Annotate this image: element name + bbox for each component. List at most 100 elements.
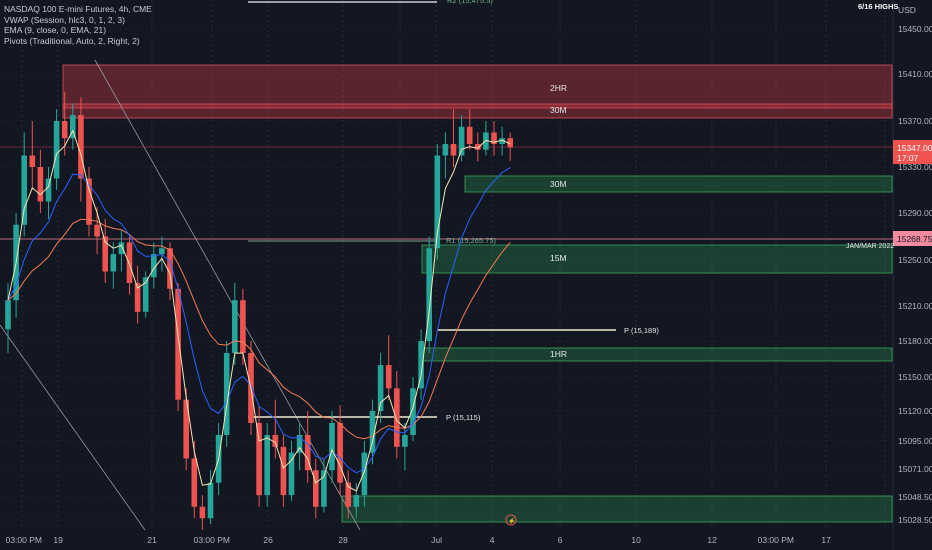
vwap-legend[interactable]: VWAP (Session, hlc3, 0, 1, 2, 3)	[4, 14, 125, 25]
candle-body	[361, 452, 368, 496]
pivot-p1-label: P (15,189)	[624, 326, 659, 335]
zone-demand	[421, 244, 893, 274]
candle-body	[450, 144, 457, 156]
price-tick: 15290.00	[898, 208, 932, 218]
candle-body	[442, 144, 449, 156]
time-tick: Jul	[431, 535, 442, 545]
candle-body	[410, 388, 416, 435]
candle-body	[207, 482, 214, 519]
time-tick: 4	[490, 535, 495, 545]
time-tick: 03:00 PM	[758, 535, 794, 545]
candle-body	[434, 155, 441, 249]
candle-body	[232, 300, 238, 353]
zone-label: 2HR	[550, 83, 567, 93]
candle-body	[78, 115, 84, 179]
candle-body	[329, 423, 335, 471]
time-tick: 19	[53, 535, 63, 545]
candle-body	[458, 126, 465, 156]
candle-body	[507, 138, 513, 148]
time-tick: 21	[147, 535, 157, 545]
candle-body	[353, 495, 360, 507]
price-tick: 15210.00	[898, 301, 932, 311]
candle-body	[159, 248, 165, 255]
price-tick: 15370.00	[898, 116, 932, 126]
candle-body	[94, 224, 100, 237]
candle-body	[402, 435, 408, 447]
candle-body	[288, 452, 295, 496]
last-price-tag	[893, 140, 932, 164]
candle-body	[418, 341, 424, 389]
candle-body	[183, 399, 189, 459]
price-axis-panel	[893, 0, 932, 550]
candle-body	[394, 388, 400, 447]
time-tick: 03:00 PM	[194, 535, 230, 545]
candle-body	[151, 254, 157, 278]
zone-supply	[62, 64, 893, 109]
time-tick: 17	[821, 535, 831, 545]
candle-body	[223, 353, 230, 435]
vwap-line	[7, 129, 511, 492]
time-tick: 6	[558, 535, 563, 545]
candle-body	[280, 446, 287, 496]
candle-body	[70, 115, 76, 139]
last-price-value: 15347.00	[897, 143, 932, 153]
time-axis-panel	[0, 530, 893, 550]
candle-body	[475, 144, 481, 150]
zone-label: 30M	[550, 179, 567, 189]
jan-mar-label: JAN/MAR 2022	[846, 243, 894, 250]
zone-label: 30M	[550, 105, 567, 115]
zone-label: 15M	[550, 253, 567, 263]
bar-countdown: 17:07	[897, 153, 919, 163]
lightning-icon: ⚡	[508, 517, 515, 525]
candle-body	[191, 458, 198, 507]
ema-legend[interactable]: EMA (9, close, 0, EMA, 21)	[4, 25, 107, 35]
zone-demand	[421, 347, 893, 362]
zone-label: 1HR	[550, 349, 567, 359]
candle-body	[102, 236, 108, 272]
zone-demand	[464, 175, 893, 193]
pivot-p2-label: P (15,115)	[446, 413, 481, 422]
candle-body	[377, 365, 384, 411]
time-tick: 12	[707, 535, 717, 545]
candle-body	[53, 121, 60, 179]
time-tick: 03:00 PM	[6, 535, 42, 545]
trendline-lower	[0, 324, 146, 531]
symbol-title[interactable]: NASDAQ 100 E-mini Futures, 4h, CME	[4, 4, 152, 14]
candle-body	[304, 435, 311, 471]
candle-body	[37, 167, 44, 202]
candle-body	[385, 365, 392, 389]
price-tick: 15180.00	[898, 336, 932, 346]
candle-body	[337, 423, 343, 483]
candle-body	[61, 121, 68, 139]
candle-body	[45, 178, 52, 202]
indicator-legend: NASDAQ 100 E-mini Futures, 4h, CME VWAP …	[4, 4, 152, 46]
candle-body	[272, 435, 279, 447]
pivot-r1-label: R1 (15,265.75)	[446, 236, 497, 245]
price-tick: 15250.00	[898, 255, 932, 265]
time-tick: 10	[631, 535, 641, 545]
candle-body	[134, 283, 141, 312]
candle-body	[296, 435, 303, 453]
price-tick: 15450.00	[898, 24, 932, 34]
candle-body	[321, 470, 327, 507]
candle-body	[264, 435, 270, 496]
pivots-legend[interactable]: Pivots (Traditional, Auto, 2, Right, 2)	[4, 35, 140, 46]
candle-body	[466, 126, 473, 144]
ema21-line	[7, 218, 511, 440]
candle-body	[240, 300, 246, 353]
price-tick: 15028.50	[898, 515, 932, 525]
candle-body	[86, 178, 92, 225]
candle-body	[313, 470, 319, 507]
price-tick: 15048.50	[898, 492, 932, 502]
candle-body	[118, 242, 125, 255]
price-tick: 15095.00	[898, 436, 932, 446]
candle-body	[126, 242, 133, 283]
candle-body	[110, 254, 117, 272]
candle-body	[5, 300, 11, 330]
pivot-r2-label: R2 (15,475.5)	[447, 0, 493, 5]
candle-body	[21, 155, 27, 225]
candle-body	[345, 482, 351, 507]
level-value: 15268.75	[897, 234, 932, 244]
candle-body	[491, 132, 497, 144]
